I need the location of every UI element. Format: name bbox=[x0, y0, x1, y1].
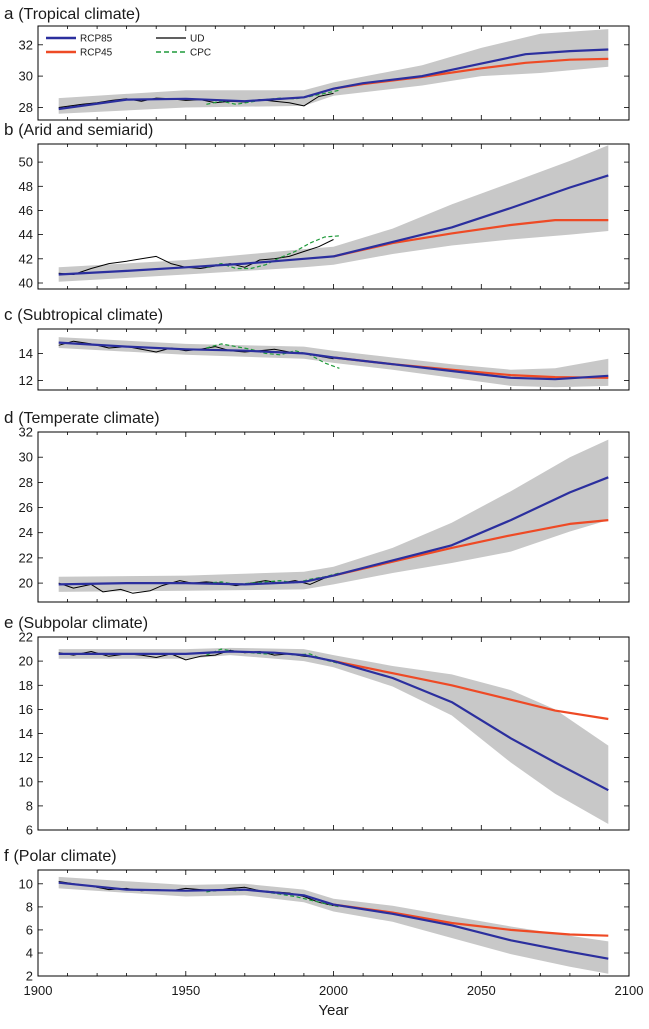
legend: RCP85 RCP45 UD CPC bbox=[46, 34, 211, 59]
panel-letter: c bbox=[4, 305, 17, 324]
ud-series-line bbox=[58, 239, 334, 275]
x-tick-label: 1950 bbox=[171, 983, 200, 998]
panel-e: 6 8 10 12 14 16 18 20 22e (Subpolar climate) bbox=[4, 613, 630, 838]
legend-label-rcp45: RCP45 bbox=[80, 48, 113, 59]
y-tick-label: 24 bbox=[19, 525, 33, 540]
x-tick-label: 2050 bbox=[467, 983, 496, 998]
y-tick-label: 10 bbox=[19, 876, 33, 891]
x-axis-label: Year bbox=[318, 1002, 348, 1019]
plot-area bbox=[58, 876, 609, 974]
panel-b: 40 42 44 46 48 50 b (Arid and semiarid) bbox=[4, 120, 630, 291]
panel-letter: b bbox=[4, 120, 18, 139]
panel-letter: f bbox=[4, 846, 13, 865]
y-tick-label: 46 bbox=[19, 203, 33, 218]
y-tick-label: 10 bbox=[19, 774, 33, 789]
panel-title: c (Subtropical climate) bbox=[4, 305, 163, 324]
rcp85-series-line bbox=[58, 650, 609, 792]
panel-letter: a bbox=[4, 4, 18, 23]
y-tick-label: 14 bbox=[19, 726, 33, 741]
plot-area bbox=[58, 29, 609, 114]
panel-title: e (Subpolar climate) bbox=[4, 613, 148, 632]
y-tick-label: 48 bbox=[19, 179, 33, 194]
plot-area bbox=[58, 145, 609, 282]
rcp85-series-line bbox=[58, 341, 609, 381]
y-tick-label: 12 bbox=[19, 750, 33, 765]
panel-letter: d bbox=[4, 408, 18, 427]
y-tick-label: 20 bbox=[19, 654, 33, 669]
panel-f: 2 4 6 8 10 f (Polar climate) bbox=[4, 846, 630, 984]
y-tick-label: 30 bbox=[19, 450, 33, 465]
y-tick-label: 22 bbox=[19, 630, 33, 645]
y-tick-label: 2 bbox=[26, 969, 33, 984]
panel-title: b (Arid and semiarid) bbox=[4, 120, 153, 139]
panel-title: d (Temperate climate) bbox=[4, 408, 160, 427]
uncertainty-band bbox=[58, 29, 609, 114]
y-tick-label: 50 bbox=[19, 155, 33, 170]
panel-letter: e bbox=[4, 613, 18, 632]
y-tick-label: 16 bbox=[19, 702, 33, 717]
y-tick-label: 20 bbox=[19, 576, 33, 591]
x-tick-label: 2000 bbox=[319, 983, 348, 998]
y-tick-label: 28 bbox=[19, 475, 33, 490]
panel-title-text: (Subtropical climate) bbox=[17, 307, 163, 324]
panel-title-text: (Arid and semiarid) bbox=[18, 122, 153, 139]
rcp85-series-line bbox=[58, 881, 609, 960]
panel-title-text: (Polar climate) bbox=[13, 848, 116, 865]
panel-title: a (Tropical climate) bbox=[4, 4, 140, 23]
y-tick-label: 32 bbox=[19, 425, 33, 440]
legend-label-ud: UD bbox=[190, 34, 204, 45]
plot-area bbox=[58, 647, 609, 824]
rcp85-series-line bbox=[58, 476, 609, 586]
uncertainty-band bbox=[58, 876, 609, 974]
y-tick-label: 40 bbox=[19, 276, 33, 291]
panel-d: 20 22 24 26 28 30 32d (Temperate climate) bbox=[4, 408, 630, 603]
panel-title: f (Polar climate) bbox=[4, 846, 117, 865]
rcp85-series-line bbox=[58, 48, 609, 111]
x-tick-label: 2100 bbox=[615, 983, 644, 998]
y-tick-label: 6 bbox=[26, 823, 33, 838]
legend-label-rcp85: RCP85 bbox=[80, 34, 113, 45]
cpc-series-line bbox=[206, 343, 340, 369]
y-tick-label: 12 bbox=[19, 373, 33, 388]
y-tick-label: 6 bbox=[26, 922, 33, 937]
y-tick-label: 26 bbox=[19, 500, 33, 515]
panel-c: 12 14 c (Subtropical climate) bbox=[4, 305, 630, 391]
y-tick-label: 14 bbox=[19, 346, 33, 361]
y-tick-label: 22 bbox=[19, 550, 33, 565]
y-tick-label: 18 bbox=[19, 678, 33, 693]
y-tick-label: 28 bbox=[19, 100, 33, 115]
panel-title-text: (Tropical climate) bbox=[18, 6, 140, 23]
rcp85-series-line bbox=[58, 174, 609, 276]
uncertainty-band bbox=[58, 337, 609, 388]
panel-title-text: (Subpolar climate) bbox=[18, 615, 148, 632]
y-tick-label: 8 bbox=[26, 798, 33, 813]
uncertainty-band bbox=[58, 145, 609, 282]
x-tick-label: 1900 bbox=[24, 983, 53, 998]
uncertainty-band bbox=[58, 439, 609, 592]
rcp45-series-line bbox=[333, 660, 609, 721]
y-tick-label: 44 bbox=[19, 227, 33, 242]
y-tick-label: 4 bbox=[26, 946, 33, 961]
y-tick-label: 30 bbox=[19, 69, 33, 84]
plot-area bbox=[58, 337, 609, 388]
y-tick-label: 42 bbox=[19, 251, 33, 266]
legend-label-cpc: CPC bbox=[190, 48, 211, 59]
panel-title-text: (Temperate climate) bbox=[18, 410, 159, 427]
uncertainty-band bbox=[58, 647, 609, 824]
y-tick-label: 32 bbox=[19, 37, 33, 52]
cpc-series-line bbox=[206, 235, 340, 270]
y-tick-label: 8 bbox=[26, 899, 33, 914]
plot-area bbox=[58, 439, 609, 594]
